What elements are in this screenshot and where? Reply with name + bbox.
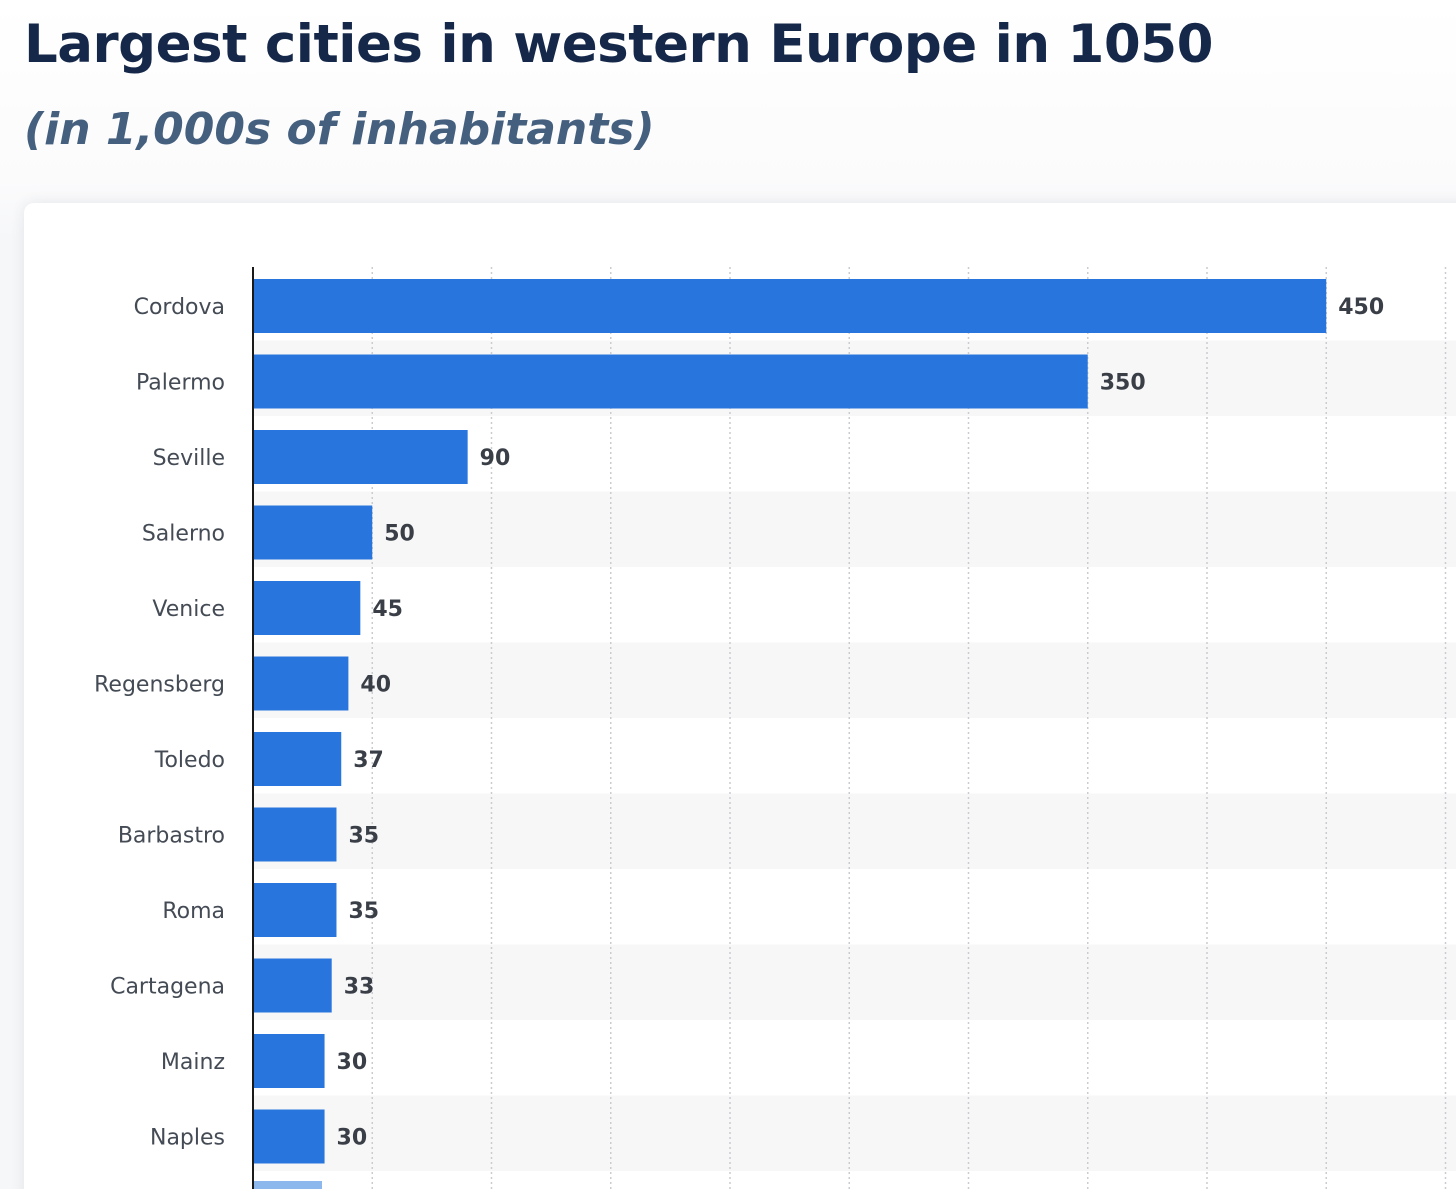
category-label: Naples	[150, 1126, 225, 1151]
value-label: 350	[1100, 371, 1146, 396]
row-band	[253, 491, 1456, 567]
category-label: Barbastro	[118, 824, 225, 849]
value-label: 33	[344, 975, 375, 1000]
value-label: 35	[348, 899, 379, 924]
category-label: Seville	[153, 446, 225, 471]
bar	[253, 1034, 325, 1088]
bar	[253, 807, 337, 862]
value-label: 45	[372, 597, 403, 622]
bar	[253, 279, 1327, 333]
chart-card: Cordova 450 Palermo 350 Seville 90 Salerno 50 Ve…	[24, 203, 1456, 1189]
category-label: Palermo	[136, 371, 225, 396]
category-label: Mainz	[161, 1050, 225, 1075]
category-label: Salerno	[142, 522, 225, 547]
row-band	[253, 642, 1456, 718]
row-band	[253, 1095, 1456, 1171]
bar-partial	[253, 1181, 322, 1189]
row-band	[253, 944, 1456, 1020]
value-label: 37	[353, 748, 384, 773]
bar	[253, 883, 337, 937]
bar	[253, 430, 468, 484]
bar-chart: Cordova 450 Palermo 350 Seville 90 Salerno 50 Ve…	[94, 267, 1456, 1189]
value-label: 40	[360, 673, 391, 698]
bar	[253, 581, 361, 635]
category-label: Cordova	[134, 295, 225, 320]
value-label: 50	[384, 522, 415, 547]
row-band	[253, 793, 1456, 869]
row-band	[253, 1171, 1456, 1189]
bar	[253, 732, 342, 786]
bar	[253, 958, 332, 1013]
value-label: 35	[348, 824, 379, 849]
bar	[253, 505, 373, 560]
bar	[253, 354, 1088, 409]
value-label: 450	[1338, 295, 1384, 320]
chart-subtitle: (in 1,000s of inhabitants)	[24, 104, 655, 155]
chart-title: Largest cities in western Europe in 1050	[24, 14, 1214, 75]
category-label: Toledo	[154, 748, 225, 773]
bar	[253, 1109, 325, 1164]
category-label: Cartagena	[110, 975, 225, 1000]
value-label: 30	[337, 1050, 368, 1075]
category-label: Roma	[162, 899, 225, 924]
category-label: Venice	[152, 597, 225, 622]
value-label: 30	[337, 1126, 368, 1151]
bar	[253, 656, 349, 711]
category-label: Regensberg	[94, 673, 225, 698]
value-label: 90	[480, 446, 511, 471]
